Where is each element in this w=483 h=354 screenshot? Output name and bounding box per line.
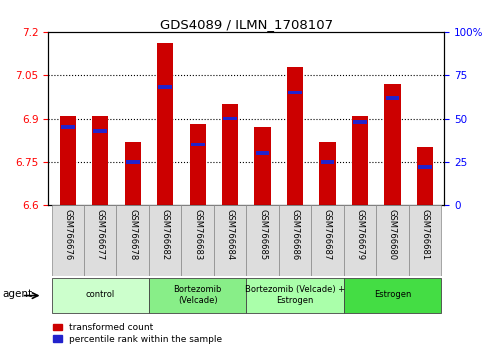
Bar [321, 160, 334, 164]
Bar [353, 120, 367, 124]
Title: GDS4089 / ILMN_1708107: GDS4089 / ILMN_1708107 [160, 18, 333, 31]
Text: GSM766681: GSM766681 [420, 209, 429, 260]
Bar [189, 124, 206, 205]
Bar [256, 152, 270, 155]
Bar [84, 205, 116, 276]
Bar [214, 205, 246, 276]
Text: GSM766686: GSM766686 [291, 209, 299, 260]
Bar [116, 205, 149, 276]
Text: GSM766687: GSM766687 [323, 209, 332, 260]
Bar [149, 205, 182, 276]
Bar [149, 278, 246, 313]
Text: GSM766676: GSM766676 [63, 209, 72, 260]
Bar [61, 125, 75, 129]
Bar [344, 278, 441, 313]
Bar [344, 205, 376, 276]
Text: GSM766683: GSM766683 [193, 209, 202, 260]
Bar [126, 160, 140, 164]
Bar [182, 205, 214, 276]
Text: GSM766684: GSM766684 [226, 209, 235, 260]
Text: Bortezomib (Velcade) +
Estrogen: Bortezomib (Velcade) + Estrogen [245, 285, 345, 304]
Bar [52, 205, 84, 276]
Text: control: control [85, 290, 115, 299]
Bar [352, 116, 368, 205]
Bar [158, 85, 172, 89]
Bar [311, 205, 344, 276]
Bar [157, 44, 173, 205]
Bar [418, 165, 432, 169]
Text: GSM766678: GSM766678 [128, 209, 137, 260]
Bar [60, 116, 76, 205]
Bar [409, 205, 441, 276]
Text: agent: agent [2, 289, 32, 299]
Text: Bortezomib
(Velcade): Bortezomib (Velcade) [173, 285, 222, 304]
Bar [93, 129, 107, 133]
Legend: transformed count, percentile rank within the sample: transformed count, percentile rank withi… [53, 323, 222, 344]
Bar [92, 116, 108, 205]
Bar [279, 205, 311, 276]
Bar [223, 117, 237, 120]
Bar [287, 67, 303, 205]
Bar [385, 96, 399, 100]
Bar [222, 104, 238, 205]
Bar [319, 142, 336, 205]
Bar [376, 205, 409, 276]
Bar [125, 142, 141, 205]
Bar [255, 127, 270, 205]
Bar [384, 84, 400, 205]
Bar [246, 278, 344, 313]
Text: GSM766679: GSM766679 [355, 209, 365, 260]
Text: GSM766685: GSM766685 [258, 209, 267, 260]
Text: GSM766682: GSM766682 [161, 209, 170, 260]
Text: GSM766680: GSM766680 [388, 209, 397, 260]
Text: GSM766677: GSM766677 [96, 209, 105, 260]
Bar [52, 278, 149, 313]
Bar [288, 91, 302, 95]
Bar [417, 148, 433, 205]
Bar [246, 205, 279, 276]
Bar [191, 143, 204, 147]
Text: Estrogen: Estrogen [374, 290, 411, 299]
